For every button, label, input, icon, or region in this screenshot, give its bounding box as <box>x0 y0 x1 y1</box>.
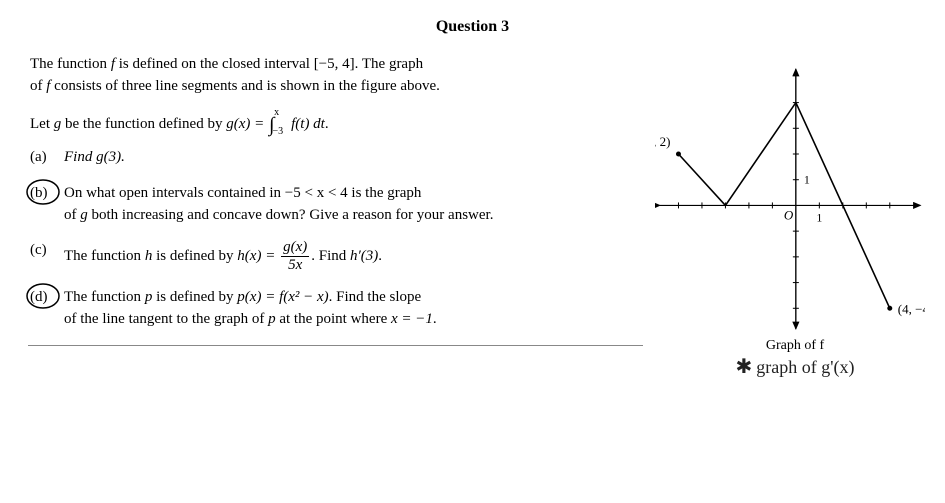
part-b-body: On what open intervals contained in −5 <… <box>64 183 645 227</box>
part-a: (a) Find g(3). <box>30 147 645 169</box>
function-graph: (−5, 2) (4, −4) O 1 1 <box>655 64 925 334</box>
part-b-text: of <box>64 207 80 223</box>
intro-text: be the function defined by <box>61 116 226 132</box>
intro-text: consists of three line segments and is s… <box>50 78 440 94</box>
svg-text:(4, −4): (4, −4) <box>898 301 925 316</box>
part-d-label: (d) <box>30 287 64 331</box>
part-d-text: . <box>433 311 437 327</box>
question-title: Question 3 <box>0 0 945 54</box>
part-c-hprime: h′(3) <box>350 248 378 264</box>
part-c-body: The function h is defined by h(x) = g(x)… <box>64 240 645 273</box>
intro-interval: [−5, 4] <box>314 56 355 72</box>
intro-text: . The graph <box>355 56 423 72</box>
intro-text: of <box>30 78 46 94</box>
frac-den: 5x <box>281 257 309 273</box>
int-upper: x <box>274 107 279 118</box>
graph-caption-text: Graph of f <box>766 338 824 353</box>
divider <box>28 345 643 346</box>
document-root: Question 3 The function f is defined on … <box>0 0 945 379</box>
svg-text:(−5, 2): (−5, 2) <box>655 134 670 149</box>
part-c-label: (c) <box>30 240 64 273</box>
period: . <box>325 116 329 132</box>
part-a-label: (a) <box>30 147 64 169</box>
graph-caption: Graph of f <box>655 338 935 354</box>
star-icon: ✱ <box>736 356 753 378</box>
part-d-xval: x = −1 <box>391 311 433 327</box>
part-d-text: of the line tangent to the graph of <box>64 311 268 327</box>
intro-text: is defined on the closed interval <box>115 56 314 72</box>
part-d-label-text: (d) <box>30 289 48 305</box>
svg-text:O: O <box>784 207 794 222</box>
left-column: The function f is defined on the closed … <box>30 54 655 379</box>
part-b-range: −5 < x < 4 <box>285 185 348 201</box>
part-b: (b) On what open intervals contained in … <box>30 183 645 227</box>
gx-lhs: g(x) = <box>226 116 268 132</box>
part-b-text: is the graph <box>348 185 422 201</box>
part-a-body: Find g(3). <box>64 147 645 169</box>
part-b-text: both increasing and concave down? Give a… <box>88 207 494 223</box>
part-c-text: . Find <box>311 248 350 264</box>
part-b-label-text: (b) <box>30 185 48 201</box>
int-lower: −3 <box>272 126 283 137</box>
intro-paragraph: The function f is defined on the closed … <box>30 54 645 98</box>
handwritten-text: graph of g'(x) <box>756 357 854 377</box>
handwritten-annotation: ✱graph of g'(x) <box>655 354 935 379</box>
fraction: g(x)5x <box>281 240 309 273</box>
intro-text: Let <box>30 116 54 132</box>
part-d-text: The function <box>64 289 145 305</box>
part-a-text: Find g(3). <box>64 149 125 165</box>
part-c-hx: h(x) = <box>237 248 279 264</box>
part-c: (c) The function h is defined by h(x) = … <box>30 240 645 273</box>
part-d-p2: p <box>268 311 276 327</box>
part-d: (d) The function p is defined by p(x) = … <box>30 287 645 331</box>
part-b-g: g <box>80 207 88 223</box>
part-c-text: The function <box>64 248 145 264</box>
part-b-text: On what open intervals contained in <box>64 185 285 201</box>
part-d-body: The function p is defined by p(x) = f(x²… <box>64 287 645 331</box>
part-d-text: is defined by <box>152 289 237 305</box>
part-d-text: at the point where <box>276 311 391 327</box>
right-column: (−5, 2) (4, −4) O 1 1 Graph of f ✱graph of g… <box>655 54 935 379</box>
part-d-text: . Find the slope <box>329 289 422 305</box>
intro-text: The function <box>30 56 111 72</box>
part-d-px: p(x) = f(x² − x) <box>237 289 328 305</box>
part-c-text: . <box>378 248 382 264</box>
svg-text:1: 1 <box>816 210 822 224</box>
integrand: f(t) dt <box>291 116 325 132</box>
frac-num: g(x) <box>281 240 309 257</box>
part-c-text: is defined by <box>152 248 237 264</box>
g-definition: Let g be the function defined by g(x) = … <box>30 108 645 138</box>
svg-text:1: 1 <box>804 173 810 187</box>
part-b-label: (b) <box>30 183 64 227</box>
content-area: The function f is defined on the closed … <box>0 54 945 379</box>
